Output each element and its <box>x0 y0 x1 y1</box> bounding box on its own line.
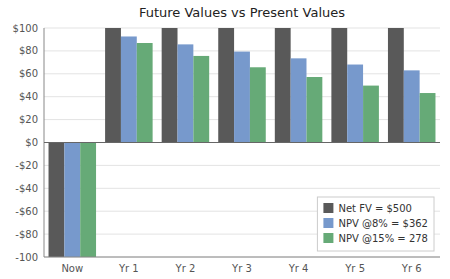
bar <box>121 36 137 142</box>
y-tick-label: -$60 <box>15 206 38 217</box>
bar <box>178 44 194 142</box>
x-tick-label: Yr 3 <box>231 263 252 274</box>
bar <box>347 65 363 143</box>
x-axis-line <box>44 257 440 258</box>
x-tick-label: Yr 4 <box>288 263 309 274</box>
y-tick-label: -100 <box>15 252 38 263</box>
bar <box>193 56 209 143</box>
y-tick-label: -$40 <box>15 183 38 194</box>
y-tick-label: $20 <box>19 114 38 125</box>
bar <box>275 28 291 143</box>
bar <box>80 143 96 258</box>
bar <box>363 86 379 143</box>
bar <box>162 28 178 143</box>
grid-line <box>44 28 440 29</box>
bar <box>49 143 65 258</box>
bar <box>306 77 322 142</box>
x-tick-label: Yr 1 <box>118 263 139 274</box>
legend-swatch <box>323 233 333 243</box>
chart: Future Values vs Present Values-100-$80-… <box>0 0 450 279</box>
x-tick-label: Now <box>61 263 83 274</box>
x-tick-label: Yr 6 <box>401 263 422 274</box>
y-tick-label: $0 <box>25 137 38 148</box>
y-tick-label: $80 <box>19 45 38 56</box>
bar <box>291 58 307 142</box>
bar <box>218 28 234 143</box>
grid-line <box>44 142 440 143</box>
x-tick-label: Yr 2 <box>175 263 196 274</box>
legend-swatch <box>323 203 333 213</box>
bar <box>64 143 80 258</box>
grid-line <box>44 257 440 258</box>
y-tick-label: -$20 <box>15 160 38 171</box>
legend-label: NPV @8% = $362 <box>338 218 428 229</box>
zero-line <box>44 142 440 143</box>
bar <box>137 43 153 143</box>
grid-line <box>44 165 440 166</box>
series <box>80 43 435 257</box>
grid-line <box>44 188 440 189</box>
bar <box>404 70 420 142</box>
x-axis: Now Yr 1 Yr 2 Yr 3 Yr 4 Yr 5 Yr 6 <box>61 263 421 274</box>
y-axis: -100 -$80 -$60 -$40 -$20 $0 $20 $40 $60 $80 $100 <box>13 23 440 263</box>
bar <box>420 93 436 142</box>
legend: Net FV = $500 NPV @8% = $362 NPV @15% = 27… <box>317 197 434 251</box>
legend-swatch <box>323 218 333 228</box>
title: Future Values vs Present Values <box>139 5 345 20</box>
y-tick-label: -$80 <box>15 229 38 240</box>
bar <box>250 67 266 142</box>
y-tick-label: $40 <box>19 91 38 102</box>
y-tick-label: $60 <box>19 68 38 79</box>
bar <box>388 28 404 143</box>
legend-box <box>317 197 434 251</box>
bar <box>105 28 121 143</box>
bar <box>234 52 250 143</box>
x-tick-label: Yr 5 <box>344 263 365 274</box>
legend-label: Net FV = $500 <box>338 203 412 214</box>
y-tick-label: $100 <box>13 23 38 34</box>
grid-line <box>44 50 440 51</box>
legend-label: NPV @15% = 278 <box>338 233 428 244</box>
bar <box>331 28 347 143</box>
